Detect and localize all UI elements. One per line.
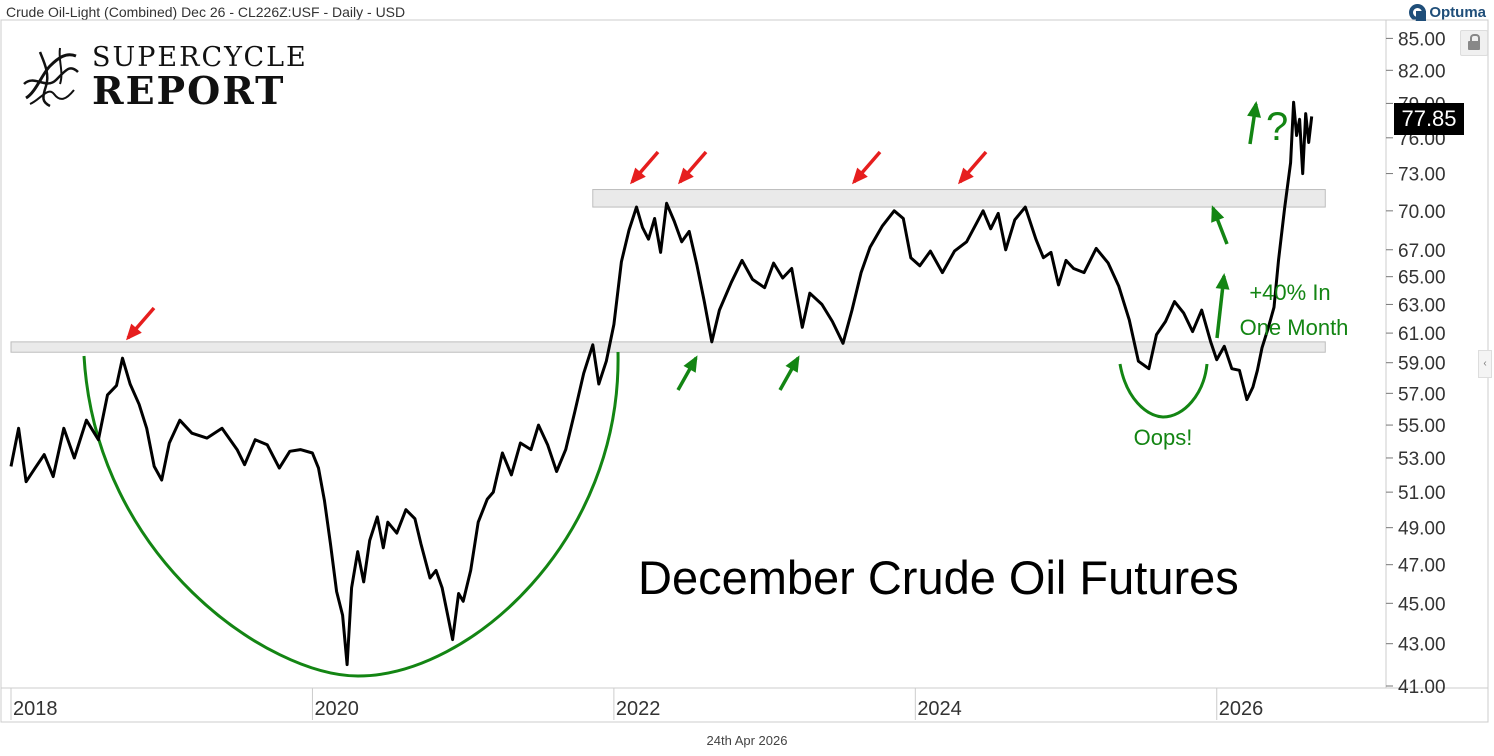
x-tick-label: 2022 [616,698,661,720]
lock-icon[interactable] [1460,30,1488,56]
y-tick-label: 55.00 [1398,416,1446,437]
y-tick-label: 63.00 [1398,295,1446,316]
green-arrow-head [1247,101,1261,118]
green-arrow-head [1211,205,1225,223]
y-tick-label: 49.00 [1398,519,1446,540]
oops-label: Oops! [1134,425,1193,450]
y-tick-label: 61.00 [1398,324,1446,345]
y-tick-label: 85.00 [1398,29,1446,50]
optuma-logo-icon [1409,4,1427,21]
y-tick-label: 47.00 [1398,556,1446,577]
y-tick-label: 57.00 [1398,384,1446,405]
cup-arc [82,351,620,678]
small-cup-arc [1118,363,1209,419]
one-month-label-line1: +40% In [1249,280,1330,305]
green-arrow-head [785,355,800,373]
resistance-band [592,189,1326,208]
red-arrow-head [630,167,646,185]
price-line [9,100,1314,667]
green-arrow-head [1215,273,1230,290]
logo-line-1: SUPERCYCLE [92,42,308,73]
y-tick-label: 82.00 [1398,61,1446,82]
one-month-label-line2: One Month [1240,315,1349,340]
x-tick-label: 2020 [314,698,359,720]
y-tick-label: 59.00 [1398,354,1446,375]
y-tick-label: 65.00 [1398,268,1446,289]
chart-date: 24th Apr 2026 [706,733,788,748]
red-arrow-head [678,167,694,185]
y-tick-label: 70.00 [1398,202,1446,223]
y-tick-label: 43.00 [1398,635,1446,656]
swirl-logo-icon [23,47,79,108]
y-tick-label: 41.00 [1398,677,1446,698]
chart-title: December Crude Oil Futures [638,551,1239,604]
x-tick-label: 2024 [917,698,962,720]
x-tick-label: 2026 [1219,698,1264,720]
y-tick-label: 45.00 [1398,594,1446,615]
chart-frame [0,19,1489,723]
question-mark-label: ? [1266,105,1288,149]
y-tick-label: 73.00 [1398,165,1446,186]
brand-label: Optuma [1429,4,1486,21]
chevron-left-icon[interactable]: ‹ [1478,350,1492,378]
red-arrow-head [852,167,868,185]
logo-line-2: REPORT [92,68,286,113]
green-arrow-head [683,355,698,373]
instrument-title: Crude Oil-Light (Combined) Dec 26 - CL22… [6,4,406,20]
y-tick-label: 51.00 [1398,483,1446,504]
x-tick-label: 2018 [13,698,58,720]
support-band [10,341,1326,353]
optuma-brand[interactable]: Optuma [1409,4,1486,21]
last-price-tag: 77.85 [1394,103,1464,135]
y-tick-label: 53.00 [1398,449,1446,470]
red-arrow-head [126,323,142,341]
supercycle-logo: SUPERCYCLE REPORT [20,44,308,110]
y-tick-label: 67.00 [1398,241,1446,262]
red-arrow-head [958,167,974,185]
